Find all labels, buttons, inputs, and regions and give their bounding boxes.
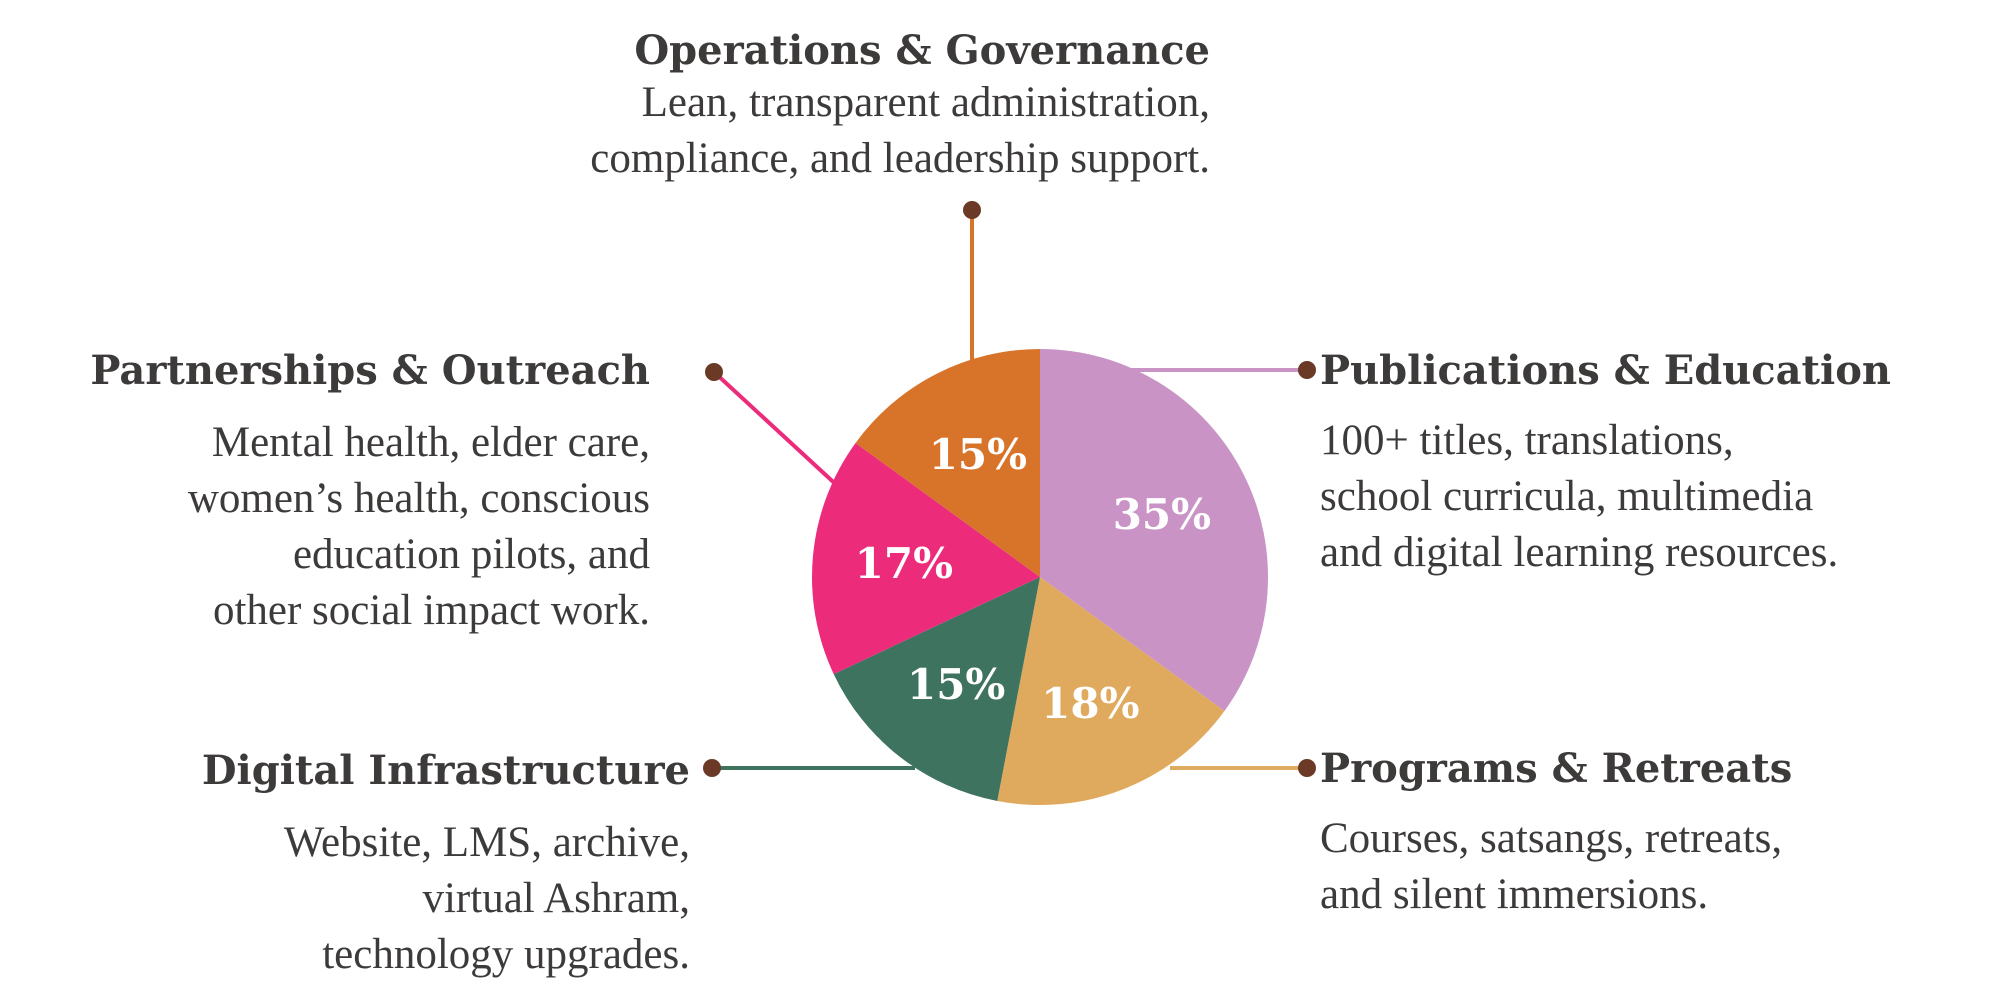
category-title-publications: Publications & Education xyxy=(1320,347,1891,394)
category-description-line-partnerships: Mental health, elder care, xyxy=(212,419,650,466)
pie-slice-publications xyxy=(1040,349,1268,712)
pie-slices xyxy=(812,349,1268,805)
marker-dot-digital xyxy=(703,759,721,777)
category-description-line-digital: Website, LMS, archive, xyxy=(284,819,690,866)
pie-slice-operations xyxy=(855,349,1040,577)
category-description-line-publications: school curricula, multimedia xyxy=(1320,473,1813,520)
category-title-operations: Operations & Governance xyxy=(634,27,1210,74)
category-title-partnerships: Partnerships & Outreach xyxy=(90,347,650,394)
connector-line-partnerships xyxy=(712,370,844,492)
category-description-line-partnerships: other social impact work. xyxy=(213,587,650,634)
category-description-line-programs: Courses, satsangs, retreats, xyxy=(1320,815,1782,862)
slice-value-label-operations: 15% xyxy=(929,430,1027,479)
category-title-digital: Digital Infrastructure xyxy=(202,747,690,794)
category-description-line-programs: and silent immersions. xyxy=(1320,871,1708,918)
slice-value-label-digital: 15% xyxy=(907,660,1005,709)
marker-dot-partnerships xyxy=(705,363,723,381)
marker-dot-programs xyxy=(1298,759,1316,777)
pie-slice-programs xyxy=(997,577,1225,805)
connector-lines xyxy=(712,210,1307,770)
slice-value-label-publications: 35% xyxy=(1113,490,1211,539)
category-description-line-operations: Lean, transparent administration, xyxy=(642,79,1210,126)
category-description-line-publications: and digital learning resources. xyxy=(1320,529,1838,576)
category-description-line-digital: virtual Ashram, xyxy=(422,875,690,922)
slice-value-label-partnerships: 17% xyxy=(855,539,953,588)
category-title-programs: Programs & Retreats xyxy=(1320,745,1792,792)
category-callouts: Publications & Education 100+ titles, tra… xyxy=(90,27,1891,978)
marker-dot-publications xyxy=(1298,361,1316,379)
category-description-line-partnerships: women’s health, conscious xyxy=(188,475,650,522)
pie-slice-digital xyxy=(833,577,1040,801)
category-description-line-operations: compliance, and leadership support. xyxy=(590,135,1210,182)
marker-dot-operations xyxy=(963,201,981,219)
category-description-line-digital: technology upgrades. xyxy=(322,931,690,978)
slice-value-labels: 35% 18% 15% 17% 15% xyxy=(855,430,1211,728)
category-description-line-publications: 100+ titles, translations, xyxy=(1320,417,1734,464)
pie-slice-partnerships xyxy=(812,442,1040,675)
slice-value-label-programs: 18% xyxy=(1041,679,1139,728)
category-description-line-partnerships: education pilots, and xyxy=(293,531,650,578)
